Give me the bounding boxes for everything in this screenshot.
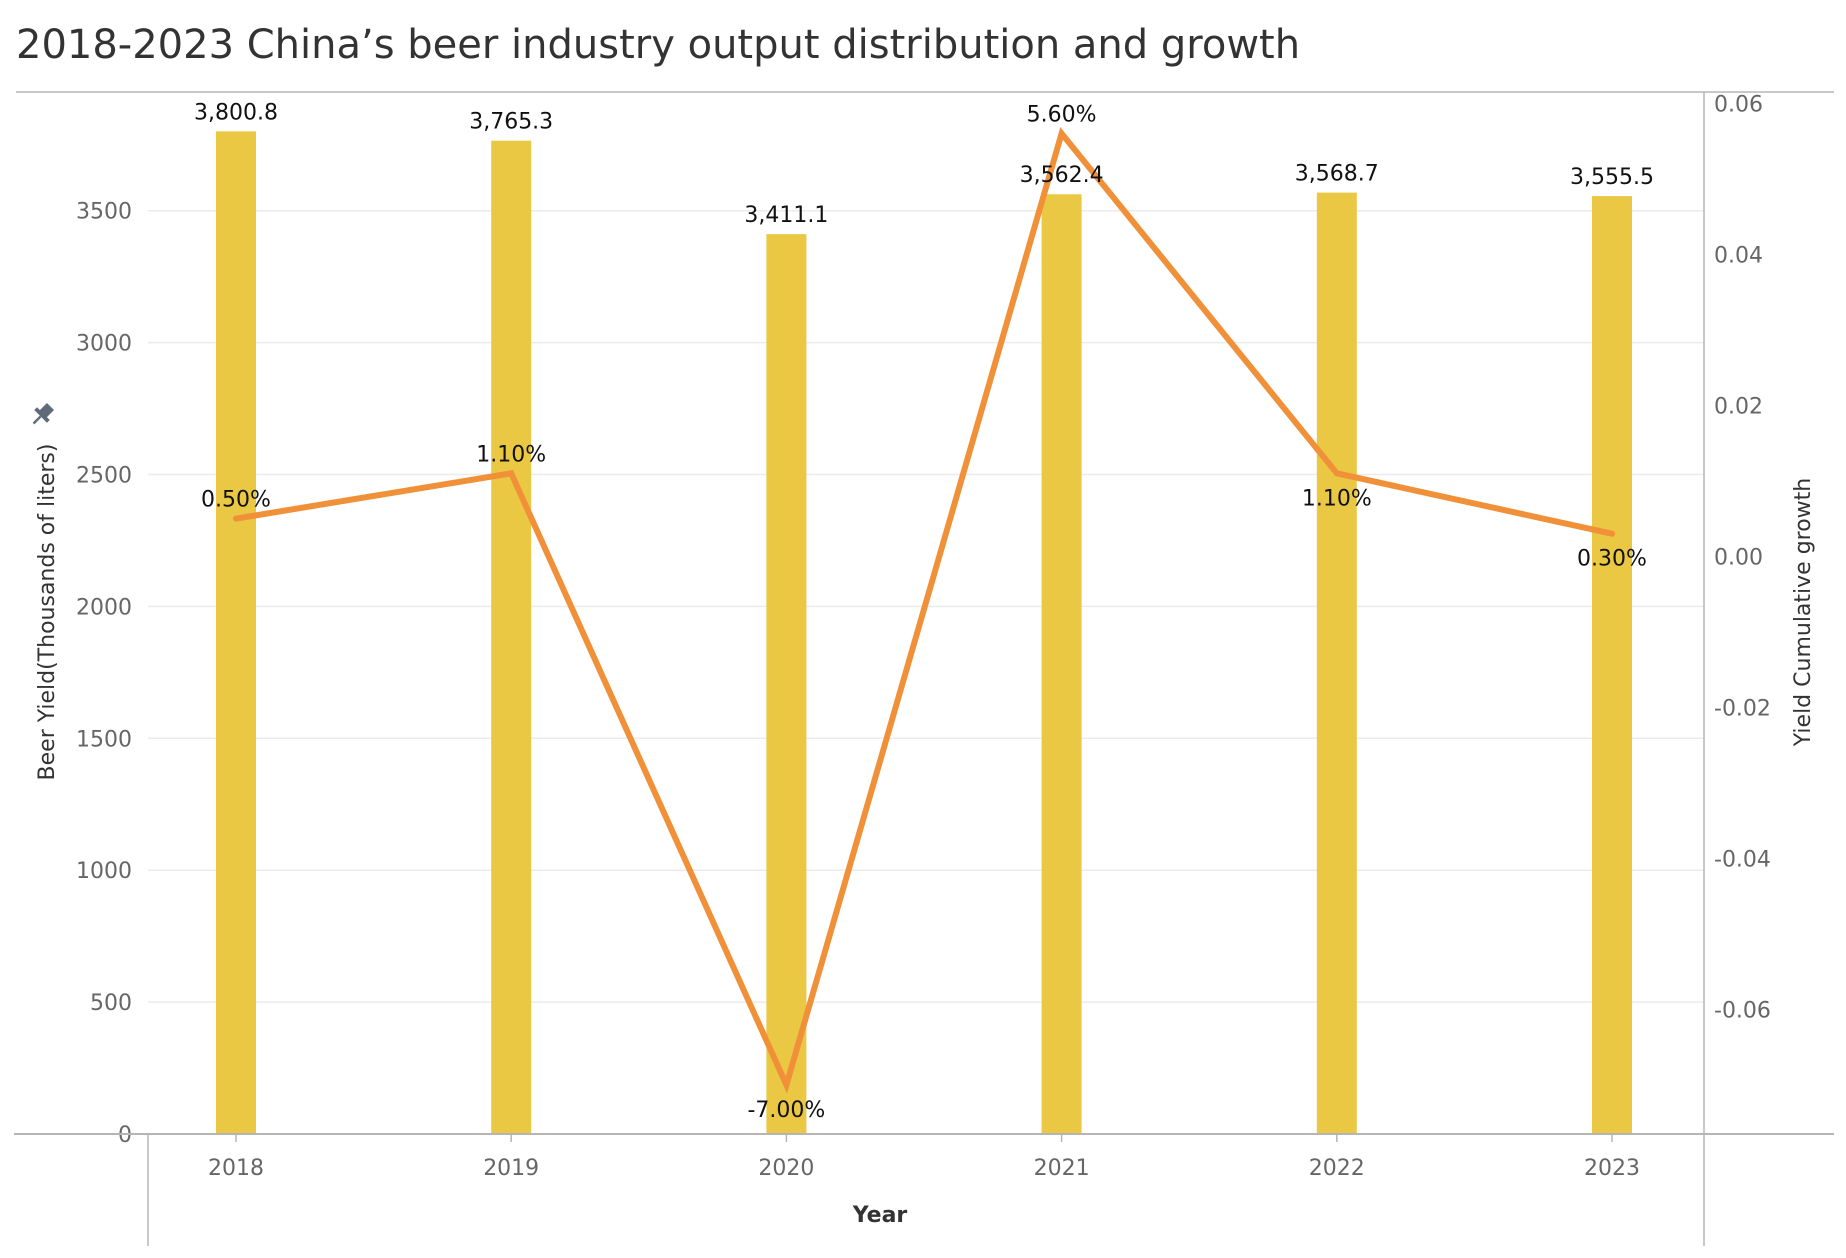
bars: [216, 131, 1632, 1135]
y2-tick-label: -0.04: [1714, 847, 1771, 872]
growth-line-group: [233, 127, 1615, 1094]
y-tick-label: 1500: [76, 727, 132, 752]
growth-value-label: -7.00%: [747, 1098, 825, 1123]
growth-value-label: 1.10%: [1302, 486, 1372, 511]
y-tick-label: 2000: [76, 595, 132, 620]
y-tick-label: 2500: [76, 464, 132, 489]
growth-point: [1609, 530, 1615, 537]
y2-tick-label: 0.04: [1714, 243, 1763, 268]
y-tick-label: 3000: [76, 332, 132, 357]
x-axis-title: Year: [852, 1203, 908, 1228]
growth-value-label: 1.10%: [476, 442, 546, 467]
bar: [1316, 192, 1357, 1135]
bar-value-label: 3,411.1: [744, 203, 828, 228]
y-tick-label: 0: [118, 1123, 132, 1148]
x-tick-label: 2022: [1309, 1156, 1365, 1181]
y2-axis-title: Yield Cumulative growth: [1791, 478, 1816, 747]
bar-value-label: 3,562.4: [1020, 163, 1104, 188]
x-tick-label: 2023: [1584, 1156, 1640, 1181]
bar: [1041, 194, 1082, 1134]
y-tick-label: 3500: [76, 200, 132, 225]
bar-value-label: 3,765.3: [469, 110, 553, 135]
axes: 0 500 1000 1500 2000 2500 3000 3500 -0.06 -0.04 -0…: [14, 91, 1834, 1246]
bar-value-label: 3,800.8: [194, 100, 278, 125]
growth-value-label: 0.30%: [1577, 547, 1647, 572]
y-tick-label: 500: [90, 991, 132, 1016]
gridlines: [148, 209, 1704, 1003]
bar: [766, 234, 807, 1134]
y2-tick-label: 0.02: [1714, 394, 1763, 419]
y2-tick-label: -0.06: [1714, 998, 1771, 1023]
bar-value-label: 3,568.7: [1295, 162, 1379, 187]
y2-tick-label: 0.06: [1714, 92, 1763, 117]
growth-value-label: 5.60%: [1027, 103, 1097, 128]
data-labels: 3,800.8 3,765.3 3,411.1 3,562.4 3,568.7 3,555…: [194, 100, 1654, 1123]
y-tick-label: 1000: [76, 859, 132, 884]
bar: [216, 131, 256, 1134]
growth-point: [783, 1081, 790, 1088]
x-tick-label: 2021: [1034, 1156, 1090, 1181]
growth-point: [233, 515, 239, 522]
growth-point: [1058, 130, 1065, 137]
x-tick-label: 2020: [758, 1156, 814, 1181]
growth-value-label: 0.50%: [201, 488, 271, 513]
pin-icon[interactable]: [27, 400, 57, 430]
growth-line: [233, 127, 1615, 1094]
bar: [491, 140, 532, 1134]
growth-point: [508, 470, 515, 477]
y-axis-title: Beer Yield(Thousands of liters): [35, 444, 60, 781]
x-tick-label: 2018: [208, 1156, 264, 1181]
bar-value-label: 3,555.5: [1570, 165, 1654, 190]
y2-tick-label: -0.02: [1714, 696, 1771, 721]
chart-title: 2018-2023 China’s beer industry output d…: [16, 22, 1301, 68]
x-tick-label: 2019: [483, 1156, 539, 1181]
growth-point: [1333, 470, 1340, 477]
y2-tick-label: 0.00: [1714, 545, 1763, 570]
bar: [1592, 196, 1632, 1134]
